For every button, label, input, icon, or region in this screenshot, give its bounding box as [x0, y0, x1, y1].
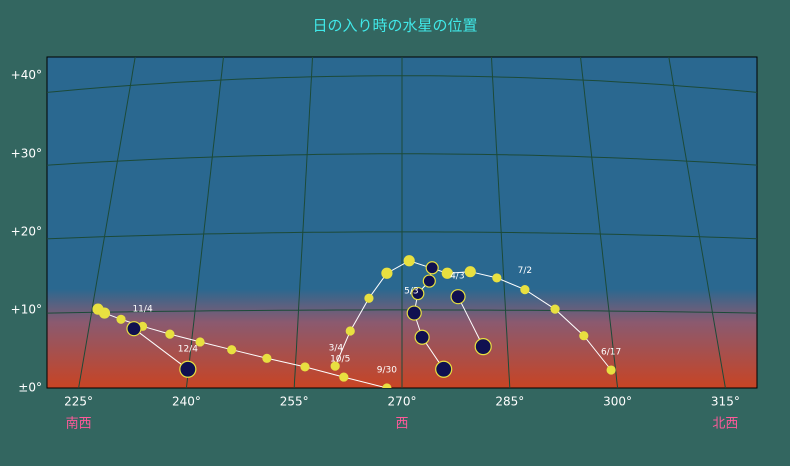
mercury-point — [339, 372, 349, 382]
x-tick-label: 225° — [64, 395, 93, 409]
y-tick-label: +30° — [11, 146, 42, 160]
mercury-point — [126, 321, 142, 337]
mercury-point — [92, 303, 104, 315]
mercury-point — [606, 365, 616, 375]
mercury-point — [550, 304, 560, 314]
mercury-point — [364, 293, 374, 303]
mercury-point — [300, 362, 310, 372]
date-label: 6/17 — [601, 347, 621, 357]
direction-label: 南西 — [66, 416, 92, 432]
track-line — [334, 260, 612, 371]
x-tick-label: 315° — [711, 395, 740, 409]
marks — [92, 255, 616, 388]
x-tick-label: 240° — [172, 395, 201, 409]
x-tick-label: 270° — [388, 395, 417, 409]
y-tick-label: ±0° — [18, 381, 42, 395]
mercury-point — [492, 273, 502, 283]
mercury-point — [441, 267, 453, 279]
x-tick-label: 300° — [603, 395, 632, 409]
y-tick-label: +10° — [11, 302, 42, 316]
grid-line — [47, 309, 757, 314]
mercury-point — [425, 261, 439, 275]
grid-line — [668, 57, 726, 388]
mercury-point — [411, 286, 425, 301]
mercury-point — [345, 326, 355, 336]
mercury-point — [414, 329, 430, 345]
mercury-point — [382, 383, 392, 388]
grid-line — [293, 57, 314, 388]
mercury-point — [474, 338, 492, 356]
grid-line — [78, 57, 136, 388]
chart-title: 日の入り時の水星の位置 — [312, 17, 477, 35]
x-tick-label: 255° — [280, 395, 309, 409]
mercury-point — [262, 353, 272, 363]
mercury-point — [450, 289, 466, 305]
mercury-point — [406, 305, 422, 321]
grid-line — [47, 75, 757, 93]
mercury-point — [330, 361, 340, 371]
track-line — [457, 296, 484, 347]
direction-label: 北西 — [712, 417, 738, 432]
date-label: 7/2 — [518, 266, 532, 276]
mercury-point — [179, 360, 197, 378]
y-tick-label: +40° — [11, 68, 42, 82]
mercury-point — [579, 331, 589, 341]
labels: ±0° +10° +20° +30° +40° 225° 240° 255° 270° 285° 3… — [11, 68, 740, 431]
mercury-point — [464, 266, 476, 278]
date-label: 9/30 — [377, 365, 397, 375]
mercury-point — [227, 345, 237, 355]
x-tick-label: 285° — [495, 395, 524, 409]
mercury-point — [422, 274, 436, 288]
grid — [47, 57, 757, 388]
mercury-point — [435, 360, 453, 378]
direction-label: 西 — [395, 417, 408, 432]
date-label: 4/3 — [450, 272, 464, 282]
date-label: 10/5 — [330, 354, 350, 364]
date-label: 11/4 — [132, 304, 152, 314]
mercury-point — [195, 337, 205, 347]
mercury-point — [520, 285, 530, 295]
mercury-point — [116, 314, 126, 324]
grid-line — [47, 231, 757, 240]
mercury-point — [403, 255, 415, 267]
mercury-point — [381, 267, 393, 279]
y-tick-label: +20° — [11, 224, 42, 238]
track-line — [133, 328, 189, 370]
grid-line — [579, 57, 619, 388]
grid-line — [47, 153, 757, 166]
date-label: 12/4 — [178, 344, 198, 354]
mercury-point — [165, 329, 175, 339]
grid-line — [490, 57, 511, 388]
date-label: 5/3 — [404, 287, 418, 297]
date-label: 3/4 — [329, 343, 344, 353]
grid-line — [185, 57, 225, 388]
